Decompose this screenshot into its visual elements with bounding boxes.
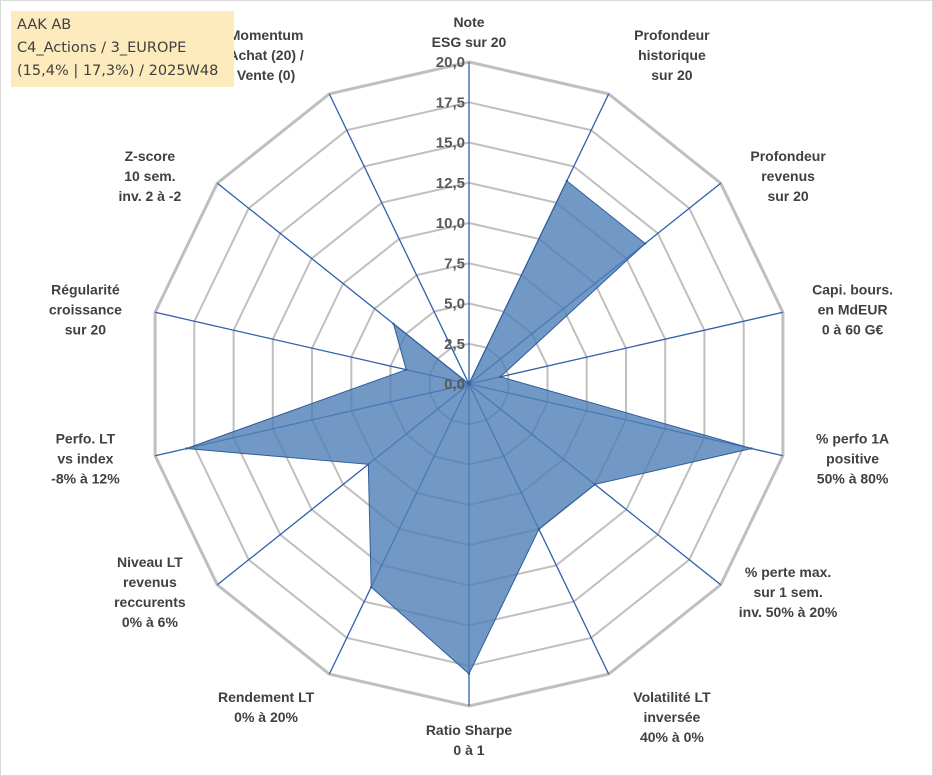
axis-spoke-3 xyxy=(468,311,784,385)
axis-label-line: -8% à 12% xyxy=(51,470,120,486)
series-area-0 xyxy=(186,180,752,675)
radial-tick-label: 20,0 xyxy=(436,54,465,71)
data-point-11 xyxy=(405,368,408,371)
axis-label-line: Vente (0) xyxy=(237,67,295,83)
radial-tick-label: 7,5 xyxy=(444,255,465,272)
data-point-5 xyxy=(593,483,597,486)
data-point-13 xyxy=(467,382,471,386)
axis-label-line: Profondeur xyxy=(750,148,826,164)
axis-label-line: croissance xyxy=(49,302,122,318)
axis-label-line: en MdEUR xyxy=(818,302,888,318)
axis-label-line: Profondeur xyxy=(634,27,710,43)
axis-label-line: Rendement LT xyxy=(218,689,315,705)
axis-label-line: 50% à 80% xyxy=(817,470,889,486)
info-category: C4_Actions / 3_EUROPE xyxy=(17,40,187,56)
axis-label-line: Ratio Sharpe xyxy=(426,722,513,738)
radial-tick-label: 5,0 xyxy=(444,296,465,313)
axis-label-line: 0 à 60 G€ xyxy=(822,322,884,338)
axis-label-11: Régularité croissance sur 20 xyxy=(49,282,122,338)
axis-label-line: Régularité xyxy=(51,282,120,298)
data-point-6 xyxy=(537,527,541,531)
axis-label-layer: Note ESG sur 20 Profondeur historique sur 20… xyxy=(49,14,893,758)
axis-label-line: Z-score xyxy=(125,148,176,164)
axis-label-7: Ratio Sharpe 0 à 1 xyxy=(426,722,513,758)
axis-label-line: 0% à 6% xyxy=(122,614,179,630)
axis-label-line: Capi. bours. xyxy=(812,282,893,298)
axis-label-2: Profondeur revenus sur 20 xyxy=(750,148,826,204)
info-stats: (15,4% | 17,3%) / 2025W48 xyxy=(17,63,219,79)
axis-label-line: positive xyxy=(826,450,879,466)
axis-label-line: historique xyxy=(638,47,706,63)
radial-tick-label: 2,5 xyxy=(444,336,465,353)
axis-label-line: 0 à 1 xyxy=(453,742,484,758)
info-box: AAK AB C4_Actions / 3_EUROPE (15,4% | 17… xyxy=(11,11,234,87)
data-point-8 xyxy=(370,585,373,589)
axis-label-line: % perte max. xyxy=(745,564,831,580)
axis-label-line: % perfo 1A xyxy=(816,430,889,446)
axis-label-line: inv. 2 à -2 xyxy=(119,188,182,204)
data-point-10 xyxy=(185,447,188,450)
radial-tick-label: 0,0 xyxy=(444,376,465,393)
axis-spoke-13 xyxy=(328,93,470,385)
radial-tick-label: 12,5 xyxy=(436,175,465,192)
axis-label-6: Volatilité LT inversée 40% à 0% xyxy=(633,689,711,745)
axis-label-13: Momentum Achat (20) / Vente (0) xyxy=(228,27,304,83)
axis-label-10: Perfo. LT vs index -8% à 12% xyxy=(51,430,120,486)
radial-tick-label: 15,0 xyxy=(436,135,465,152)
data-point-3 xyxy=(499,375,502,378)
data-point-1 xyxy=(565,179,568,183)
axis-label-line: sur 1 sem. xyxy=(753,584,822,600)
info-ticker: AAK AB xyxy=(17,17,72,33)
axis-label-line: Niveau LT xyxy=(117,554,183,570)
axis-label-line: Achat (20) / xyxy=(228,47,304,63)
series-layer xyxy=(185,179,753,675)
axis-label-line: revenus xyxy=(761,168,815,184)
axis-label-line: 10 sem. xyxy=(124,168,175,184)
axis-label-line: vs index xyxy=(57,450,113,466)
axis-label-9: Niveau LT revenus reccurents 0% à 6% xyxy=(114,554,186,630)
axis-label-line: Momentum xyxy=(229,27,304,43)
axis-label-line: Note xyxy=(453,14,484,30)
axis-label-12: Z-score 10 sem. inv. 2 à -2 xyxy=(119,148,182,204)
axis-label-line: Volatilité LT xyxy=(633,689,711,705)
data-point-9 xyxy=(367,463,370,466)
axis-label-1: Profondeur historique sur 20 xyxy=(634,27,710,83)
tick-layer: 0,0 2,5 5,0 7,5 10,0 12,5 15,0 17,5 20,0 xyxy=(436,54,465,393)
axis-label-0: Note ESG sur 20 xyxy=(432,14,507,50)
axis-label-line: inv. 50% à 20% xyxy=(739,604,838,620)
axis-label-line: ESG sur 20 xyxy=(432,34,507,50)
data-point-7 xyxy=(467,672,471,675)
data-point-12 xyxy=(392,322,395,325)
radial-tick-label: 10,0 xyxy=(436,215,465,232)
axis-label-3: Capi. bours. en MdEUR 0 à 60 G€ xyxy=(812,282,893,338)
axis-label-line: Perfo. LT xyxy=(56,430,116,446)
axis-label-line: sur 20 xyxy=(767,188,808,204)
data-point-2 xyxy=(644,242,647,245)
axis-label-line: 40% à 0% xyxy=(640,729,704,745)
axis-label-line: 0% à 20% xyxy=(234,709,298,725)
axis-label-8: Rendement LT 0% à 20% xyxy=(218,689,315,725)
data-point-4 xyxy=(750,447,753,450)
axis-label-line: sur 20 xyxy=(651,67,692,83)
axis-label-line: sur 20 xyxy=(65,322,106,338)
axis-label-line: reccurents xyxy=(114,594,186,610)
axis-label-line: inversée xyxy=(643,709,700,725)
axis-label-line: revenus xyxy=(123,574,177,590)
radial-tick-label: 17,5 xyxy=(436,94,465,111)
axis-label-5: % perte max. sur 1 sem. inv. 50% à 20% xyxy=(739,564,838,620)
axis-label-4: % perfo 1A positive 50% à 80% xyxy=(816,430,889,486)
